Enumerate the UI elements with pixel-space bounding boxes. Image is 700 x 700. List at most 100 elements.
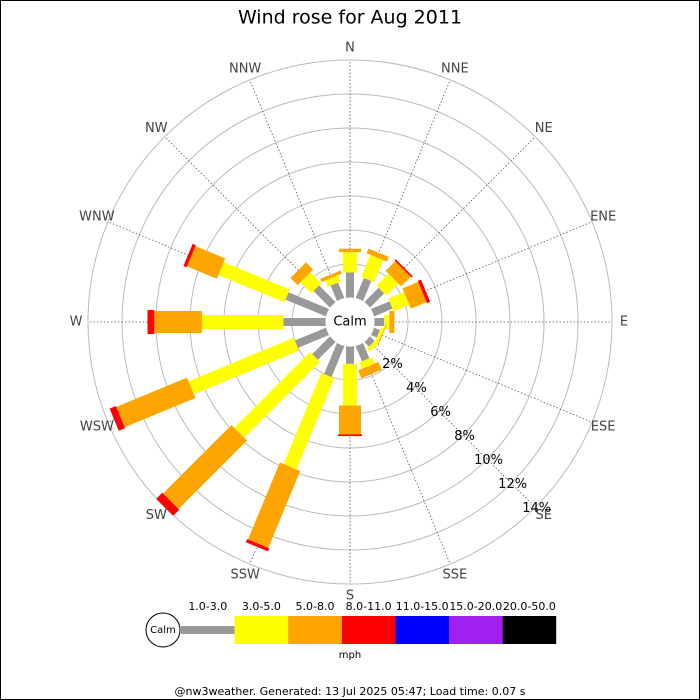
bar-segment bbox=[312, 336, 336, 360]
bar-segment bbox=[346, 346, 354, 364]
bar-segment bbox=[375, 327, 385, 342]
direction-label: WNW bbox=[79, 210, 115, 225]
bar-segment bbox=[376, 273, 399, 296]
bar-segment bbox=[339, 405, 361, 435]
bar-segment bbox=[377, 324, 387, 346]
bar-segment bbox=[361, 254, 384, 283]
bar-segment bbox=[183, 243, 196, 268]
r-tick-label: 4% bbox=[406, 381, 427, 396]
direction-label: N bbox=[345, 41, 355, 56]
direction-label: W bbox=[70, 315, 83, 330]
legend-swatch bbox=[395, 616, 449, 644]
bar-segment bbox=[324, 342, 345, 378]
bar-segment bbox=[245, 539, 270, 552]
legend-swatch bbox=[181, 626, 235, 634]
direction-label: ESE bbox=[591, 419, 616, 434]
spoke bbox=[358, 344, 451, 565]
direction-label: E bbox=[620, 315, 628, 330]
bar-segment bbox=[366, 338, 380, 352]
bar-segment bbox=[338, 434, 362, 437]
direction-label: NNE bbox=[441, 61, 469, 76]
bar-segment bbox=[358, 361, 382, 379]
bar-segment bbox=[346, 272, 354, 298]
legend-swatch bbox=[341, 616, 396, 644]
direction-label: NE bbox=[535, 121, 553, 136]
legend-swatch bbox=[502, 616, 557, 644]
bar-segment bbox=[385, 261, 411, 287]
bar-segment bbox=[384, 315, 390, 329]
direction-label: NNW bbox=[229, 61, 261, 76]
legend-label: 1.0-3.0 bbox=[188, 600, 227, 613]
footer: @nw3weather. Generated: 13 Jul 2025 05:4… bbox=[175, 685, 526, 698]
legend-label: 3.0-5.0 bbox=[242, 600, 281, 613]
legend-label: 5.0-8.0 bbox=[296, 600, 335, 613]
bar-segment bbox=[325, 275, 341, 287]
legend-swatch bbox=[234, 616, 289, 644]
bar-segment bbox=[201, 315, 284, 329]
ring bbox=[87, 59, 613, 585]
bar-segment bbox=[359, 357, 375, 369]
r-tick-label: 12% bbox=[498, 477, 527, 492]
bar-segment bbox=[374, 318, 385, 326]
legend-calm-label: Calm bbox=[150, 625, 176, 636]
bar-segment bbox=[283, 318, 326, 326]
r-tick-label: 10% bbox=[474, 453, 503, 468]
direction-label: SSW bbox=[230, 568, 260, 583]
bar-segment bbox=[366, 248, 389, 262]
bar-segment bbox=[116, 377, 196, 428]
bar-segment bbox=[339, 248, 361, 253]
bar-segment bbox=[330, 282, 345, 302]
bar-segment bbox=[147, 310, 155, 334]
legend-label: 20.0-50.0 bbox=[503, 600, 556, 613]
r-tick-label: 6% bbox=[430, 405, 451, 420]
bar-segment bbox=[389, 311, 395, 333]
bar-segment bbox=[402, 281, 427, 309]
bar-segment bbox=[320, 270, 342, 283]
bar-segment bbox=[343, 252, 357, 273]
bar-segment bbox=[290, 262, 314, 286]
legend-label: 8.0-11.0 bbox=[346, 600, 392, 613]
legend-label: 11.0-15.0 bbox=[396, 600, 449, 613]
spoke bbox=[372, 330, 593, 423]
bar-segment bbox=[248, 462, 301, 548]
bar-segment bbox=[394, 259, 413, 278]
calm-circle bbox=[325, 297, 375, 347]
bar-segment bbox=[300, 272, 322, 294]
legend-swatch bbox=[288, 616, 342, 644]
spoke bbox=[249, 79, 342, 300]
direction-label: NW bbox=[145, 121, 168, 136]
bar-segment bbox=[218, 262, 290, 303]
direction-label: SE bbox=[536, 508, 552, 523]
bar-segment bbox=[234, 352, 320, 438]
bar-segment bbox=[417, 279, 431, 304]
spoke bbox=[366, 338, 536, 508]
bar-segment bbox=[285, 292, 330, 317]
bar-segment bbox=[355, 277, 372, 302]
direction-label: SW bbox=[146, 508, 167, 523]
bar-segment bbox=[156, 492, 180, 516]
legend-unit: mph bbox=[339, 650, 361, 661]
bar-segment bbox=[355, 342, 370, 362]
direction-label: S bbox=[346, 589, 354, 604]
calm-label: Calm bbox=[333, 315, 366, 330]
direction-label: SSE bbox=[442, 568, 467, 583]
chart-title: Wind rose for Aug 2011 bbox=[238, 7, 462, 29]
legend-calm bbox=[145, 612, 181, 648]
bar-segment bbox=[294, 327, 330, 348]
bar-segment bbox=[186, 246, 226, 279]
bar-segment bbox=[370, 301, 393, 317]
bar-segment bbox=[188, 337, 300, 395]
r-tick-label: 14% bbox=[522, 501, 551, 516]
bar-segment bbox=[109, 405, 126, 431]
bar-segment bbox=[313, 285, 336, 308]
r-tick-label: 8% bbox=[454, 429, 475, 444]
bar-segment bbox=[283, 372, 335, 470]
legend-label: 15.0-20.0 bbox=[449, 600, 502, 613]
bar-segment bbox=[154, 311, 202, 333]
bar-segment bbox=[364, 336, 375, 347]
bar-segment bbox=[388, 292, 410, 312]
bar-segment bbox=[364, 287, 385, 308]
legend-swatch bbox=[449, 616, 503, 644]
direction-label: WSW bbox=[80, 419, 114, 434]
